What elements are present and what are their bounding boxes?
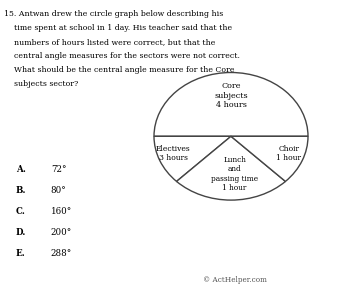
Text: Core
subjects
4 hours: Core subjects 4 hours xyxy=(214,82,248,109)
Text: D.: D. xyxy=(16,228,26,237)
Text: © ActHelper.com: © ActHelper.com xyxy=(203,276,266,284)
Text: C.: C. xyxy=(16,207,26,216)
Text: Lunch
and
passing time
1 hour: Lunch and passing time 1 hour xyxy=(211,156,258,192)
Text: B.: B. xyxy=(16,186,26,195)
Text: A.: A. xyxy=(16,165,26,174)
Text: 72°: 72° xyxy=(51,165,66,174)
Wedge shape xyxy=(154,72,308,136)
Wedge shape xyxy=(231,136,308,182)
Text: 80°: 80° xyxy=(51,186,66,195)
Text: Electives
3 hours: Electives 3 hours xyxy=(156,145,191,162)
Text: time spent at school in 1 day. His teacher said that the: time spent at school in 1 day. His teach… xyxy=(4,24,232,32)
Text: subjects sector?: subjects sector? xyxy=(4,80,78,88)
Text: What should be the central angle measure for the Core: What should be the central angle measure… xyxy=(4,66,234,74)
Wedge shape xyxy=(154,136,231,182)
Text: E.: E. xyxy=(16,249,26,258)
Text: numbers of hours listed were correct, but that the: numbers of hours listed were correct, bu… xyxy=(4,38,215,46)
Text: 200°: 200° xyxy=(51,228,72,237)
Text: 15. Antwan drew the circle graph below describing his: 15. Antwan drew the circle graph below d… xyxy=(4,10,223,18)
Text: Choir
1 hour: Choir 1 hour xyxy=(276,144,301,162)
Text: 288°: 288° xyxy=(51,249,72,258)
Text: central angle measures for the sectors were not correct.: central angle measures for the sectors w… xyxy=(4,52,239,60)
Wedge shape xyxy=(176,136,286,200)
Text: 160°: 160° xyxy=(51,207,72,216)
